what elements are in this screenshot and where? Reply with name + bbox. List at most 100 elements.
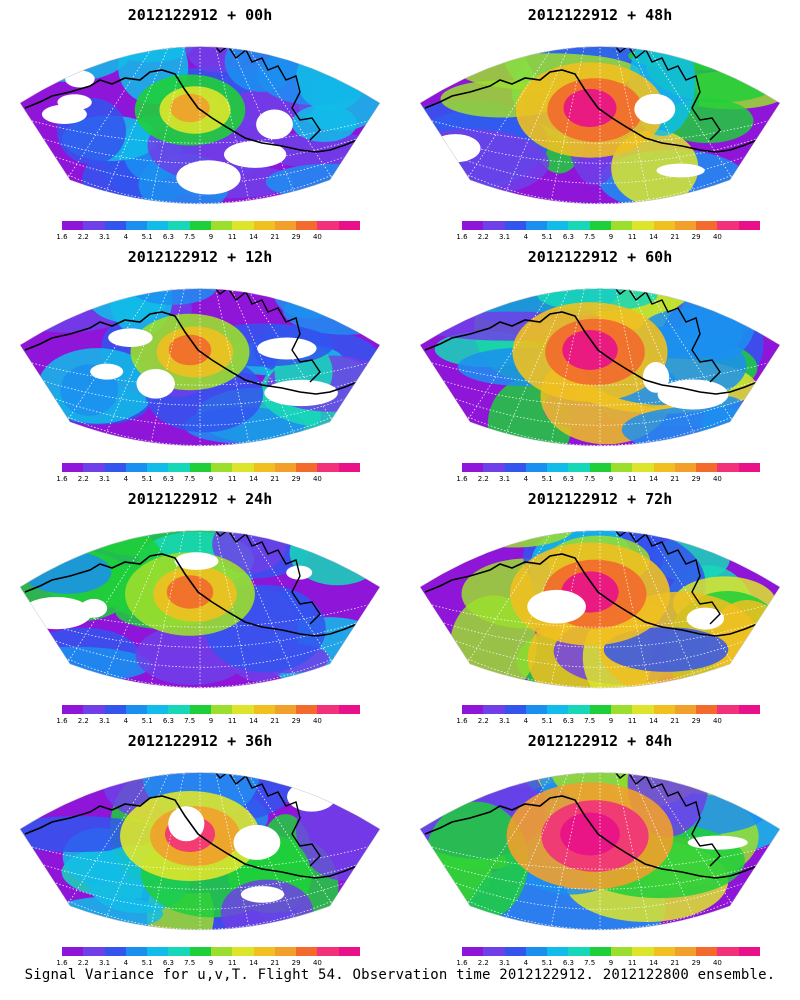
colorbar-tick-label: 4 xyxy=(123,233,129,241)
colorbar-tick-label: 7.5 xyxy=(584,475,596,483)
colorbar-swatch xyxy=(547,221,569,230)
below-range-area xyxy=(656,163,705,178)
variance-maximum xyxy=(168,334,212,366)
coastline xyxy=(24,553,379,637)
colorbar-swatch xyxy=(296,947,318,956)
colorbar-swatch xyxy=(717,463,739,472)
below-range-area xyxy=(686,607,724,630)
colorbar-swatch xyxy=(632,463,654,472)
colorbar-swatch xyxy=(147,463,169,472)
colorbar-tick-label: 7.5 xyxy=(584,717,596,725)
colorbar-tick-label: 2.2 xyxy=(477,959,489,967)
colorbar-tick-label: 3.1 xyxy=(498,233,511,241)
latitude-line xyxy=(31,604,369,628)
colorbar-swatch xyxy=(674,463,697,472)
colorbar-swatch xyxy=(210,705,233,714)
variance-contour xyxy=(20,646,152,683)
colorbar-tick-label: 40 xyxy=(312,233,322,241)
colorbar xyxy=(62,463,360,472)
below-range-area xyxy=(527,589,586,624)
colorbar-swatch xyxy=(168,463,190,472)
colorbar-swatch xyxy=(274,947,297,956)
colorbar-swatch xyxy=(483,463,505,472)
longitude-line xyxy=(619,46,705,204)
variance-map xyxy=(419,46,781,205)
colorbar-swatch xyxy=(83,947,105,956)
colorbar-tick-label: 21 xyxy=(270,233,280,241)
colorbar-labels: 1.6 2.2 3.1 4 5.1 6.3 7.5 9 11 14 21 29 40 xyxy=(54,475,374,485)
arctic-coastline xyxy=(209,530,321,625)
variance-map xyxy=(419,288,781,447)
longitude-line xyxy=(495,46,581,204)
colorbar-tick-label: 4 xyxy=(123,475,129,483)
colorbar-swatch xyxy=(232,221,254,230)
colorbar-swatch xyxy=(253,705,275,714)
latitude-line xyxy=(55,640,345,668)
panel-title: 2012122912 + 24h xyxy=(127,490,273,508)
below-range-area xyxy=(287,781,336,812)
colorbar-tick-label: 1.6 xyxy=(456,233,468,241)
colorbar xyxy=(462,463,760,472)
colorbar-tick-label: 11 xyxy=(227,959,237,967)
colorbar-swatch xyxy=(232,947,254,956)
map-panel: 2012122912 + 00h 1.6 2.2 3.1 4 5.1 6.3 7.5 9 11 14… xyxy=(0,0,400,241)
colorbar-tick-label: 29 xyxy=(691,717,701,725)
latitude-line xyxy=(67,174,333,204)
longitude-line xyxy=(95,46,181,204)
colorbar-tick-label: 21 xyxy=(270,717,280,725)
variance-contour xyxy=(20,46,132,82)
longitude-line xyxy=(219,288,305,446)
colorbar-tick-label: 6.3 xyxy=(162,475,174,483)
colorbar-swatch xyxy=(653,947,675,956)
colorbar-tick-label: 9 xyxy=(608,717,614,725)
latitude-line xyxy=(31,120,369,144)
colorbar-tick-label: 7.5 xyxy=(184,959,196,967)
colorbar-tick-label: 2.2 xyxy=(77,475,89,483)
colorbar-swatch xyxy=(462,705,484,714)
colorbar-swatch xyxy=(547,947,569,956)
colorbar-tick-label: 40 xyxy=(712,233,722,241)
colorbar-tick-label: 14 xyxy=(249,959,259,967)
colorbar-swatch xyxy=(547,705,569,714)
colorbar-tick-label: 4 xyxy=(523,717,529,725)
colorbar-swatch xyxy=(189,221,211,230)
longitude-line xyxy=(95,530,181,688)
panel-title: 2012122912 + 60h xyxy=(527,248,673,266)
longitude-line xyxy=(495,772,581,930)
colorbar-swatch xyxy=(253,221,275,230)
colorbar-swatch xyxy=(104,221,126,230)
colorbar-tick-label: 21 xyxy=(670,233,680,241)
latitude-line xyxy=(67,900,333,930)
colorbar-labels: 1.6 2.2 3.1 4 5.1 6.3 7.5 9 11 14 21 29 40 xyxy=(54,717,374,727)
colorbar-swatch xyxy=(317,221,339,230)
colorbar-swatch xyxy=(632,947,654,956)
colorbar-swatch xyxy=(104,463,126,472)
longitude-line xyxy=(619,530,705,688)
colorbar-tick-label: 1.6 xyxy=(456,475,468,483)
colorbar-swatch xyxy=(338,463,360,472)
longitude-line xyxy=(95,772,181,930)
colorbar xyxy=(462,947,760,956)
colorbar-swatch xyxy=(338,221,360,230)
coastline xyxy=(24,311,379,395)
colorbar-swatch xyxy=(462,463,484,472)
variance-contour xyxy=(296,46,367,112)
map-boundary xyxy=(19,288,381,447)
colorbar-swatch xyxy=(83,463,105,472)
colorbar-swatch xyxy=(62,221,84,230)
arctic-coastline xyxy=(209,288,321,383)
below-range-area xyxy=(168,806,205,842)
variance-maximum xyxy=(562,330,618,370)
colorbar-tick-label: 11 xyxy=(627,959,637,967)
colorbar-tick-label: 29 xyxy=(691,475,701,483)
colorbar-swatch xyxy=(547,463,569,472)
colorbar-tick-label: 1.6 xyxy=(56,233,68,241)
colorbar-tick-label: 11 xyxy=(227,475,237,483)
colorbar-tick-label: 9 xyxy=(208,959,214,967)
colorbar-labels: 1.6 2.2 3.1 4 5.1 6.3 7.5 9 11 14 21 29 40 xyxy=(54,959,374,969)
variance-contour xyxy=(212,530,287,574)
variance-map xyxy=(19,46,381,205)
colorbar-tick-label: 6.3 xyxy=(562,717,574,725)
colorbar-swatch xyxy=(168,705,190,714)
colorbar-swatch xyxy=(104,947,126,956)
